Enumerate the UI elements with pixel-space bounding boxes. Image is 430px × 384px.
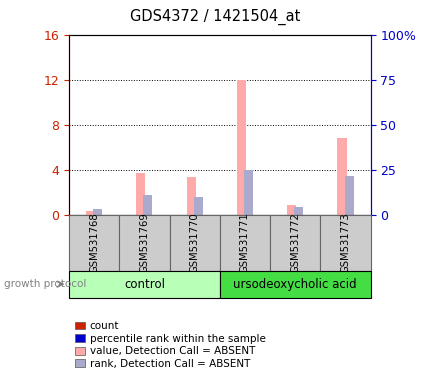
- Bar: [193, 197, 202, 215]
- Bar: [337, 138, 346, 215]
- Text: ursodeoxycholic acid: ursodeoxycholic acid: [233, 278, 356, 291]
- Text: GSM531772: GSM531772: [289, 212, 300, 273]
- Bar: [243, 170, 252, 215]
- Text: GSM531769: GSM531769: [139, 212, 149, 273]
- Bar: [186, 177, 195, 215]
- Text: GSM531768: GSM531768: [89, 213, 99, 273]
- Text: growth protocol: growth protocol: [4, 279, 86, 289]
- Bar: [119, 215, 169, 271]
- Bar: [219, 271, 370, 298]
- Bar: [319, 215, 370, 271]
- Bar: [169, 215, 219, 271]
- Bar: [136, 173, 145, 215]
- Bar: [344, 175, 353, 215]
- Text: GSM531773: GSM531773: [340, 213, 350, 273]
- Bar: [93, 209, 102, 215]
- Legend: count, percentile rank within the sample, value, Detection Call = ABSENT, rank, : count, percentile rank within the sample…: [74, 320, 266, 370]
- Bar: [143, 195, 152, 215]
- Bar: [294, 207, 303, 215]
- Text: GSM531771: GSM531771: [240, 212, 249, 273]
- Bar: [69, 271, 219, 298]
- Text: control: control: [123, 278, 165, 291]
- Bar: [69, 215, 119, 271]
- Bar: [86, 211, 95, 215]
- Text: GDS4372 / 1421504_at: GDS4372 / 1421504_at: [130, 9, 300, 25]
- Text: GSM531770: GSM531770: [189, 213, 199, 273]
- Bar: [286, 205, 295, 215]
- Bar: [219, 215, 270, 271]
- Bar: [270, 215, 319, 271]
- Bar: [237, 80, 246, 215]
